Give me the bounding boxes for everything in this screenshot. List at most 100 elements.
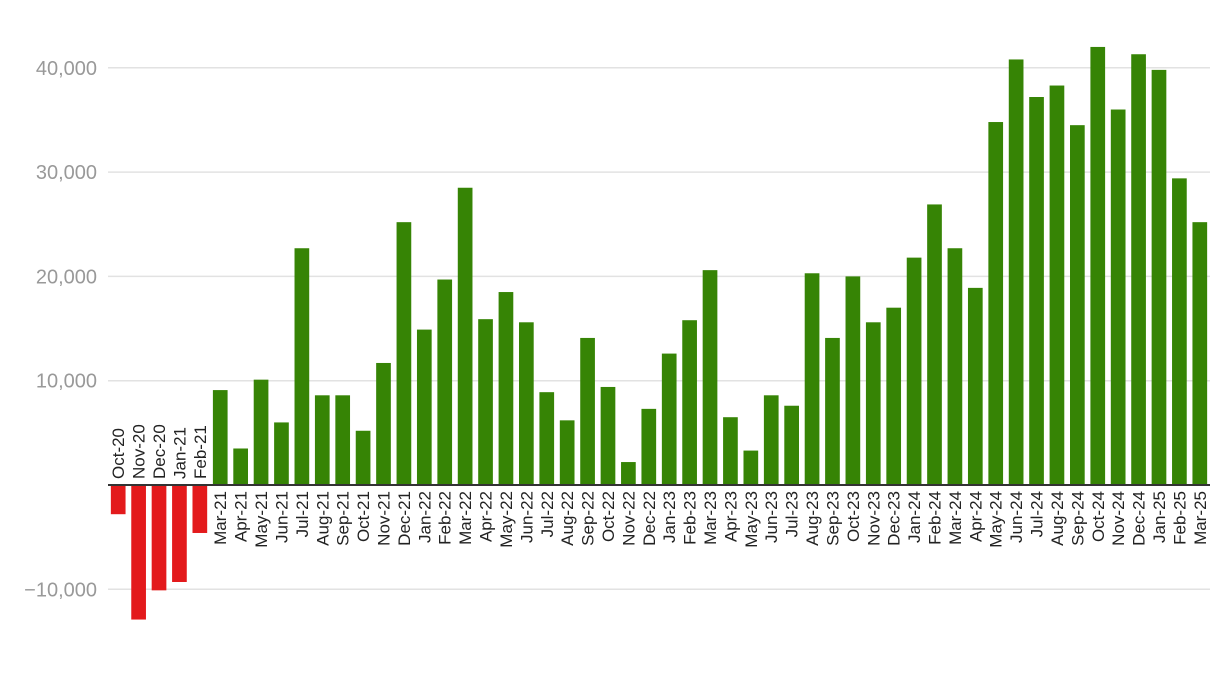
category-label: Oct-21	[354, 491, 373, 542]
bar-may-21	[253, 379, 269, 485]
bar-nov-20	[131, 485, 146, 620]
category-label: Jan-22	[415, 491, 434, 543]
category-label: Aug-22	[558, 491, 577, 546]
gridlines	[108, 67, 1210, 591]
category-label: Jun-24	[1007, 491, 1026, 543]
bar-feb-21	[192, 485, 208, 533]
bar-feb-24	[927, 204, 942, 486]
bar-nov-21	[376, 362, 391, 485]
category-label: Apr-23	[721, 491, 740, 542]
bar-jan-22	[416, 329, 432, 485]
category-label: Mar-23	[701, 491, 720, 545]
bar-oct-22	[600, 386, 616, 485]
bar-sep-22	[580, 337, 595, 485]
category-label: Feb-22	[436, 491, 455, 545]
category-label: Jan-23	[660, 491, 679, 543]
bar-mar-23	[702, 270, 718, 485]
category-label: Jul-24	[1028, 491, 1047, 537]
category-label: Feb-23	[681, 491, 700, 545]
bar-jun-21	[274, 422, 289, 485]
category-label: Nov-24	[1109, 491, 1128, 546]
category-label: Oct-23	[844, 491, 863, 542]
bar-oct-21	[355, 430, 371, 485]
bar-feb-22	[437, 279, 453, 485]
bar-feb-23	[682, 320, 697, 485]
category-label: Sep-22	[579, 491, 598, 546]
bar-jul-22	[539, 392, 555, 485]
bar-mar-24	[947, 248, 963, 485]
bar-mar-21	[212, 390, 228, 485]
bar-jan-24	[906, 257, 922, 485]
category-label: Nov-21	[375, 491, 394, 546]
category-label: Feb-24	[926, 491, 945, 545]
bar-dec-20	[151, 485, 167, 591]
bar-jun-23	[763, 395, 779, 485]
category-label: May-22	[497, 491, 516, 548]
bar-aug-24	[1049, 85, 1065, 485]
bar-sep-24	[1070, 125, 1085, 485]
bar-may-24	[988, 122, 1004, 485]
bar-apr-22	[478, 319, 493, 485]
bar-may-23	[743, 450, 759, 485]
bar-aug-23	[804, 273, 820, 485]
bar-dec-22	[641, 408, 657, 485]
category-label: Sep-21	[334, 491, 353, 546]
category-label: Aug-24	[1048, 491, 1067, 546]
category-label: Jan-21	[170, 427, 189, 479]
category-label: Mar-22	[456, 491, 475, 545]
bar-mar-22	[457, 187, 473, 485]
bar-dec-23	[886, 307, 902, 485]
category-label: Jun-21	[272, 491, 291, 543]
y-tick-label: 10,000	[36, 371, 97, 393]
bars	[110, 46, 1208, 620]
category-label: Sep-24	[1068, 491, 1087, 546]
bar-nov-23	[865, 322, 881, 485]
category-label: Jun-22	[517, 491, 536, 543]
category-label: Feb-21	[191, 425, 210, 479]
bar-jul-21	[294, 248, 310, 485]
category-label: Jul-23	[783, 491, 802, 537]
category-label: May-23	[742, 491, 761, 548]
category-label: Aug-23	[803, 491, 822, 546]
bar-apr-21	[233, 448, 248, 485]
bar-feb-25	[1172, 178, 1187, 485]
bar-sep-23	[825, 337, 840, 485]
bar-oct-20	[110, 485, 126, 515]
bar-dec-21	[396, 222, 412, 485]
category-label: Feb-25	[1170, 491, 1189, 545]
category-label: Dec-20	[150, 424, 169, 479]
bar-aug-22	[559, 420, 575, 485]
y-tick-label: 30,000	[36, 162, 97, 184]
bar-dec-24	[1131, 54, 1146, 486]
bar-apr-24	[967, 287, 983, 485]
category-label: Mar-21	[211, 491, 230, 545]
bar-jul-23	[784, 405, 799, 485]
y-tick-label: 40,000	[36, 58, 97, 80]
category-label: Oct-20	[109, 428, 128, 479]
category-label: Apr-22	[477, 491, 496, 542]
category-label: Dec-22	[640, 491, 659, 546]
bar-nov-24	[1110, 109, 1126, 486]
category-label: Jan-24	[905, 491, 924, 543]
bar-jan-25	[1151, 69, 1167, 486]
category-label: Nov-23	[864, 491, 883, 546]
category-label: Mar-24	[946, 491, 965, 545]
category-label: May-21	[252, 491, 271, 548]
y-axis-tick-labels: −10,000 10,000 20,000 30,000 40,000	[24, 58, 97, 601]
y-tick-label: 20,000	[36, 266, 97, 288]
bar-may-22	[498, 292, 514, 485]
category-label: Jun-23	[762, 491, 781, 543]
category-label: Jul-21	[293, 491, 312, 537]
category-label: May-24	[987, 491, 1006, 548]
category-label: Oct-24	[1089, 491, 1108, 542]
bar-oct-23	[845, 276, 861, 485]
category-label: Jul-22	[538, 491, 557, 537]
category-label: Sep-23	[823, 491, 842, 546]
category-label: Dec-21	[395, 491, 414, 546]
bar-nov-22	[621, 462, 636, 485]
category-label: Aug-21	[313, 491, 332, 546]
category-label: Apr-24	[966, 491, 985, 542]
bar-oct-24	[1090, 46, 1106, 485]
